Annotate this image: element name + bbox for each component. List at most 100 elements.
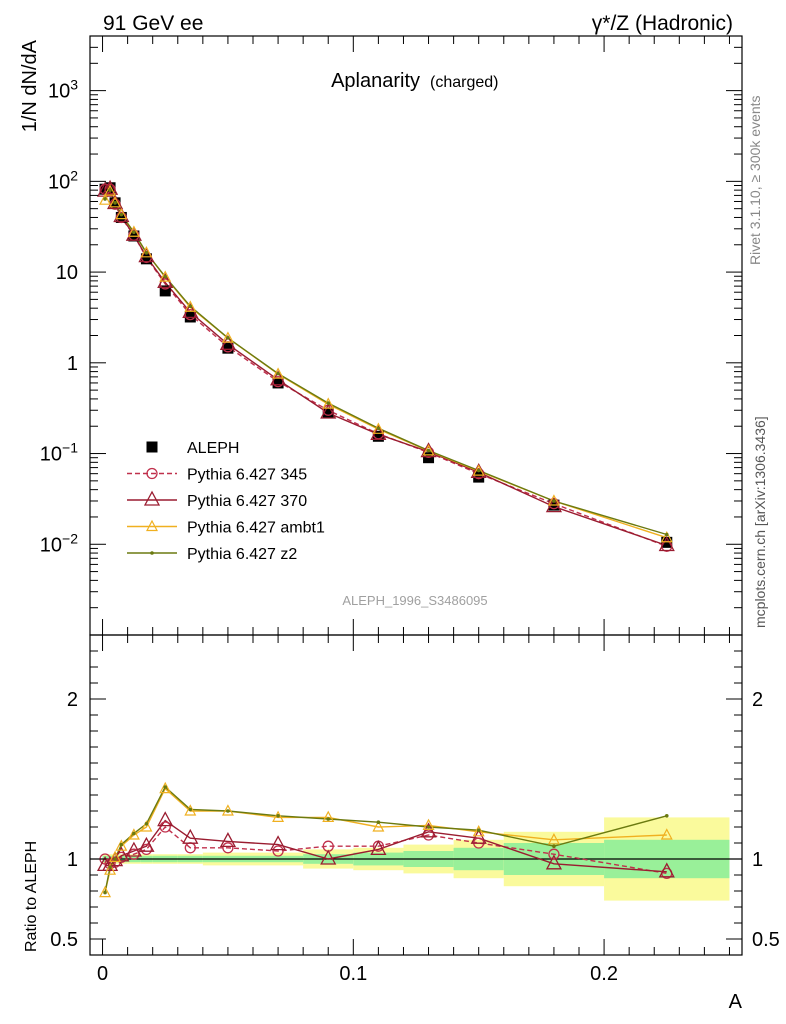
ratio-point-ambt1 — [109, 850, 122, 863]
ratio-point-z2 — [188, 807, 193, 812]
point-ambt1 — [547, 494, 560, 506]
ratio-point-z2 — [144, 822, 149, 826]
ratio-point-ambt1 — [660, 828, 673, 840]
ratio-point-z2 — [426, 825, 431, 829]
header-left-label: 91 GeV ee — [103, 12, 203, 35]
legend-marker-p370 — [143, 490, 161, 506]
ratio-point-p345 — [548, 848, 560, 860]
ratio-point-ambt1 — [372, 820, 385, 832]
ratio-point-z2 — [103, 890, 107, 895]
plot-title-suffix: (charged) — [430, 74, 498, 91]
ratio-plot-panel: 0.5 0.5 1 1 2 2 0 0.1 0.2 — [50, 634, 780, 985]
rivet-label: Rivet 3.1.10, ≥ 300k events — [747, 95, 763, 265]
point-data — [272, 377, 284, 389]
ratio-y-tick-label-right: 2 — [752, 689, 763, 711]
x-tick-label: 0.2 — [590, 963, 618, 985]
header-right-label: γ*/Z (Hadronic) — [592, 12, 733, 35]
ratio-point-ambt1 — [472, 825, 485, 837]
point-data — [115, 211, 127, 223]
ratio-point-z2 — [226, 809, 230, 813]
point-data — [222, 342, 234, 354]
ratio-point-z2 — [476, 828, 481, 832]
ratio-y-tick-label: 1 — [67, 849, 78, 871]
point-p370 — [101, 179, 119, 195]
x-axis-label: A — [729, 991, 743, 1013]
ratio-point-p345 — [128, 848, 140, 860]
ratio-point-z2 — [119, 842, 124, 847]
series-line-ambt1 — [104, 189, 668, 539]
mcplots-label: mcplots.cern.ch [arXiv:1306.3436] — [752, 416, 768, 628]
legend-label-z2: Pythia 6.427 z2 — [187, 546, 297, 563]
ratio-point-p370 — [113, 846, 130, 862]
ratio-y-tick-label: 2 — [67, 689, 78, 711]
ratio-y-axis-label: Ratio to ALEPH — [23, 841, 40, 952]
ratio-point-p370 — [420, 822, 437, 838]
ratio-point-z2 — [108, 865, 112, 869]
point-z2 — [276, 371, 280, 376]
ratio-point-ambt1 — [127, 828, 140, 840]
ratio-plot-area — [96, 781, 675, 898]
main-y-axis-label: 1/N dN/dA — [19, 39, 41, 132]
ratio-point-p370 — [101, 856, 119, 872]
ratio-point-p370 — [370, 840, 387, 856]
point-z2 — [426, 448, 431, 453]
point-z2 — [163, 274, 168, 279]
legend-label-data: ALEPH — [187, 440, 239, 457]
point-ambt1 — [99, 193, 112, 205]
ratio-y-tick-label: 0.5 — [50, 929, 78, 951]
ratio-point-p370 — [269, 835, 287, 851]
main-y-axis: 10−2 10−1 1 10 102 103 — [40, 35, 742, 636]
point-z2 — [188, 304, 193, 309]
point-z2 — [226, 336, 230, 340]
y-tick-label: 103 — [48, 77, 78, 103]
legend-label-ambt1: Pythia 6.427 ambt1 — [187, 520, 325, 537]
point-ambt1 — [109, 196, 122, 208]
point-ambt1 — [104, 184, 117, 196]
legend-label-p370: Pythia 6.427 370 — [187, 493, 307, 510]
point-z2 — [108, 188, 112, 192]
point-data — [322, 407, 334, 419]
ratio-point-ambt1 — [422, 818, 435, 831]
point-ambt1 — [372, 422, 385, 434]
point-ambt1 — [422, 444, 435, 456]
point-ambt1 — [127, 225, 140, 237]
ratio-point-p345 — [159, 821, 171, 833]
point-z2 — [476, 468, 481, 473]
ratio-point-z2 — [132, 831, 136, 836]
legend-marker-ambt1 — [146, 519, 158, 532]
ratio-point-z2 — [113, 857, 117, 861]
ratio-point-z2 — [664, 814, 669, 818]
point-z2 — [132, 230, 136, 235]
point-ambt1 — [159, 270, 172, 282]
point-ambt1 — [140, 246, 153, 258]
point-z2 — [119, 212, 124, 217]
ratio-point-p345 — [272, 845, 284, 857]
point-z2 — [103, 197, 107, 201]
point-data — [372, 430, 384, 442]
ratio-point-ambt1 — [272, 810, 285, 823]
point-p370 — [219, 334, 237, 350]
point-ambt1 — [472, 464, 485, 476]
ratio-point-ambt1 — [99, 885, 112, 898]
point-p370 — [106, 194, 124, 210]
point-z2 — [664, 532, 669, 537]
x-tick-label: 0.1 — [339, 963, 367, 985]
point-p370 — [470, 463, 487, 479]
ratio-point-ambt1 — [159, 781, 172, 794]
ratio-axes: 0.5 0.5 1 1 2 2 0 0.1 0.2 — [50, 635, 780, 985]
ratio-point-ambt1 — [140, 820, 153, 832]
plot-title: Aplanarity — [331, 70, 420, 92]
ratio-point-p345 — [140, 843, 153, 856]
point-ambt1 — [115, 207, 128, 220]
ratio-point-z2 — [163, 785, 168, 789]
point-z2 — [144, 251, 149, 255]
point-ambt1 — [660, 530, 673, 543]
ratio-point-z2 — [326, 817, 331, 821]
legend-marker-z2 — [150, 551, 154, 555]
ratio-y-tick-label-right: 0.5 — [752, 929, 780, 951]
ratio-point-ambt1 — [547, 833, 560, 845]
ratio-plot-frame — [89, 634, 743, 956]
x-tick-label: 0 — [97, 963, 108, 985]
point-data — [140, 253, 152, 265]
point-p370 — [658, 536, 675, 552]
